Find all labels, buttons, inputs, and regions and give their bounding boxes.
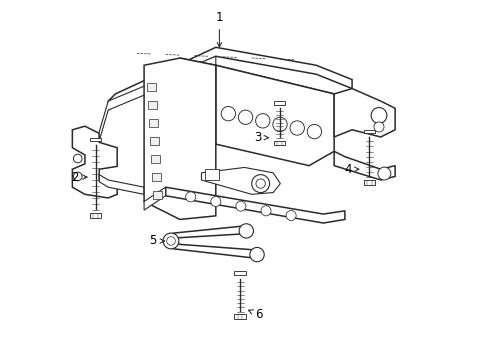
Circle shape xyxy=(73,154,82,163)
Text: 4: 4 xyxy=(344,163,358,176)
Bar xyxy=(152,191,162,199)
Circle shape xyxy=(255,179,265,188)
Circle shape xyxy=(238,110,252,125)
Text: 6: 6 xyxy=(248,308,262,321)
Text: 1: 1 xyxy=(215,11,223,47)
Circle shape xyxy=(163,233,179,249)
Bar xyxy=(90,213,101,218)
Polygon shape xyxy=(201,167,280,194)
Circle shape xyxy=(272,117,286,132)
Polygon shape xyxy=(99,56,215,140)
Text: 2: 2 xyxy=(71,171,87,184)
Circle shape xyxy=(377,167,390,180)
Polygon shape xyxy=(144,187,165,210)
Polygon shape xyxy=(333,151,394,180)
Bar xyxy=(234,315,245,319)
Circle shape xyxy=(239,224,253,238)
Bar xyxy=(273,140,285,145)
Circle shape xyxy=(210,197,221,207)
Circle shape xyxy=(306,125,321,139)
Bar xyxy=(148,101,157,109)
Circle shape xyxy=(255,114,269,128)
Bar xyxy=(90,138,101,141)
Polygon shape xyxy=(180,58,333,103)
Text: 5: 5 xyxy=(149,234,164,247)
Circle shape xyxy=(221,107,235,121)
Circle shape xyxy=(261,206,270,216)
Polygon shape xyxy=(169,226,247,238)
Bar xyxy=(363,180,374,185)
Circle shape xyxy=(235,201,245,211)
Bar xyxy=(204,169,219,180)
Bar xyxy=(151,155,160,163)
Polygon shape xyxy=(165,187,344,223)
Polygon shape xyxy=(108,47,351,110)
Bar xyxy=(149,119,158,127)
Polygon shape xyxy=(99,175,144,194)
Polygon shape xyxy=(144,58,215,220)
Circle shape xyxy=(251,175,269,193)
Bar xyxy=(150,137,159,145)
Text: 3: 3 xyxy=(254,131,268,144)
Bar xyxy=(273,101,285,105)
Circle shape xyxy=(185,192,195,202)
Polygon shape xyxy=(333,89,394,137)
Polygon shape xyxy=(72,126,117,198)
Circle shape xyxy=(370,108,386,123)
Bar xyxy=(151,173,161,181)
Circle shape xyxy=(166,237,175,245)
Bar xyxy=(234,271,245,275)
Circle shape xyxy=(249,247,264,262)
Bar xyxy=(363,130,374,134)
Circle shape xyxy=(289,121,304,135)
Circle shape xyxy=(285,211,296,221)
Circle shape xyxy=(73,172,82,181)
Polygon shape xyxy=(169,244,258,258)
Polygon shape xyxy=(215,65,333,166)
Bar xyxy=(147,83,156,91)
Circle shape xyxy=(373,122,383,132)
